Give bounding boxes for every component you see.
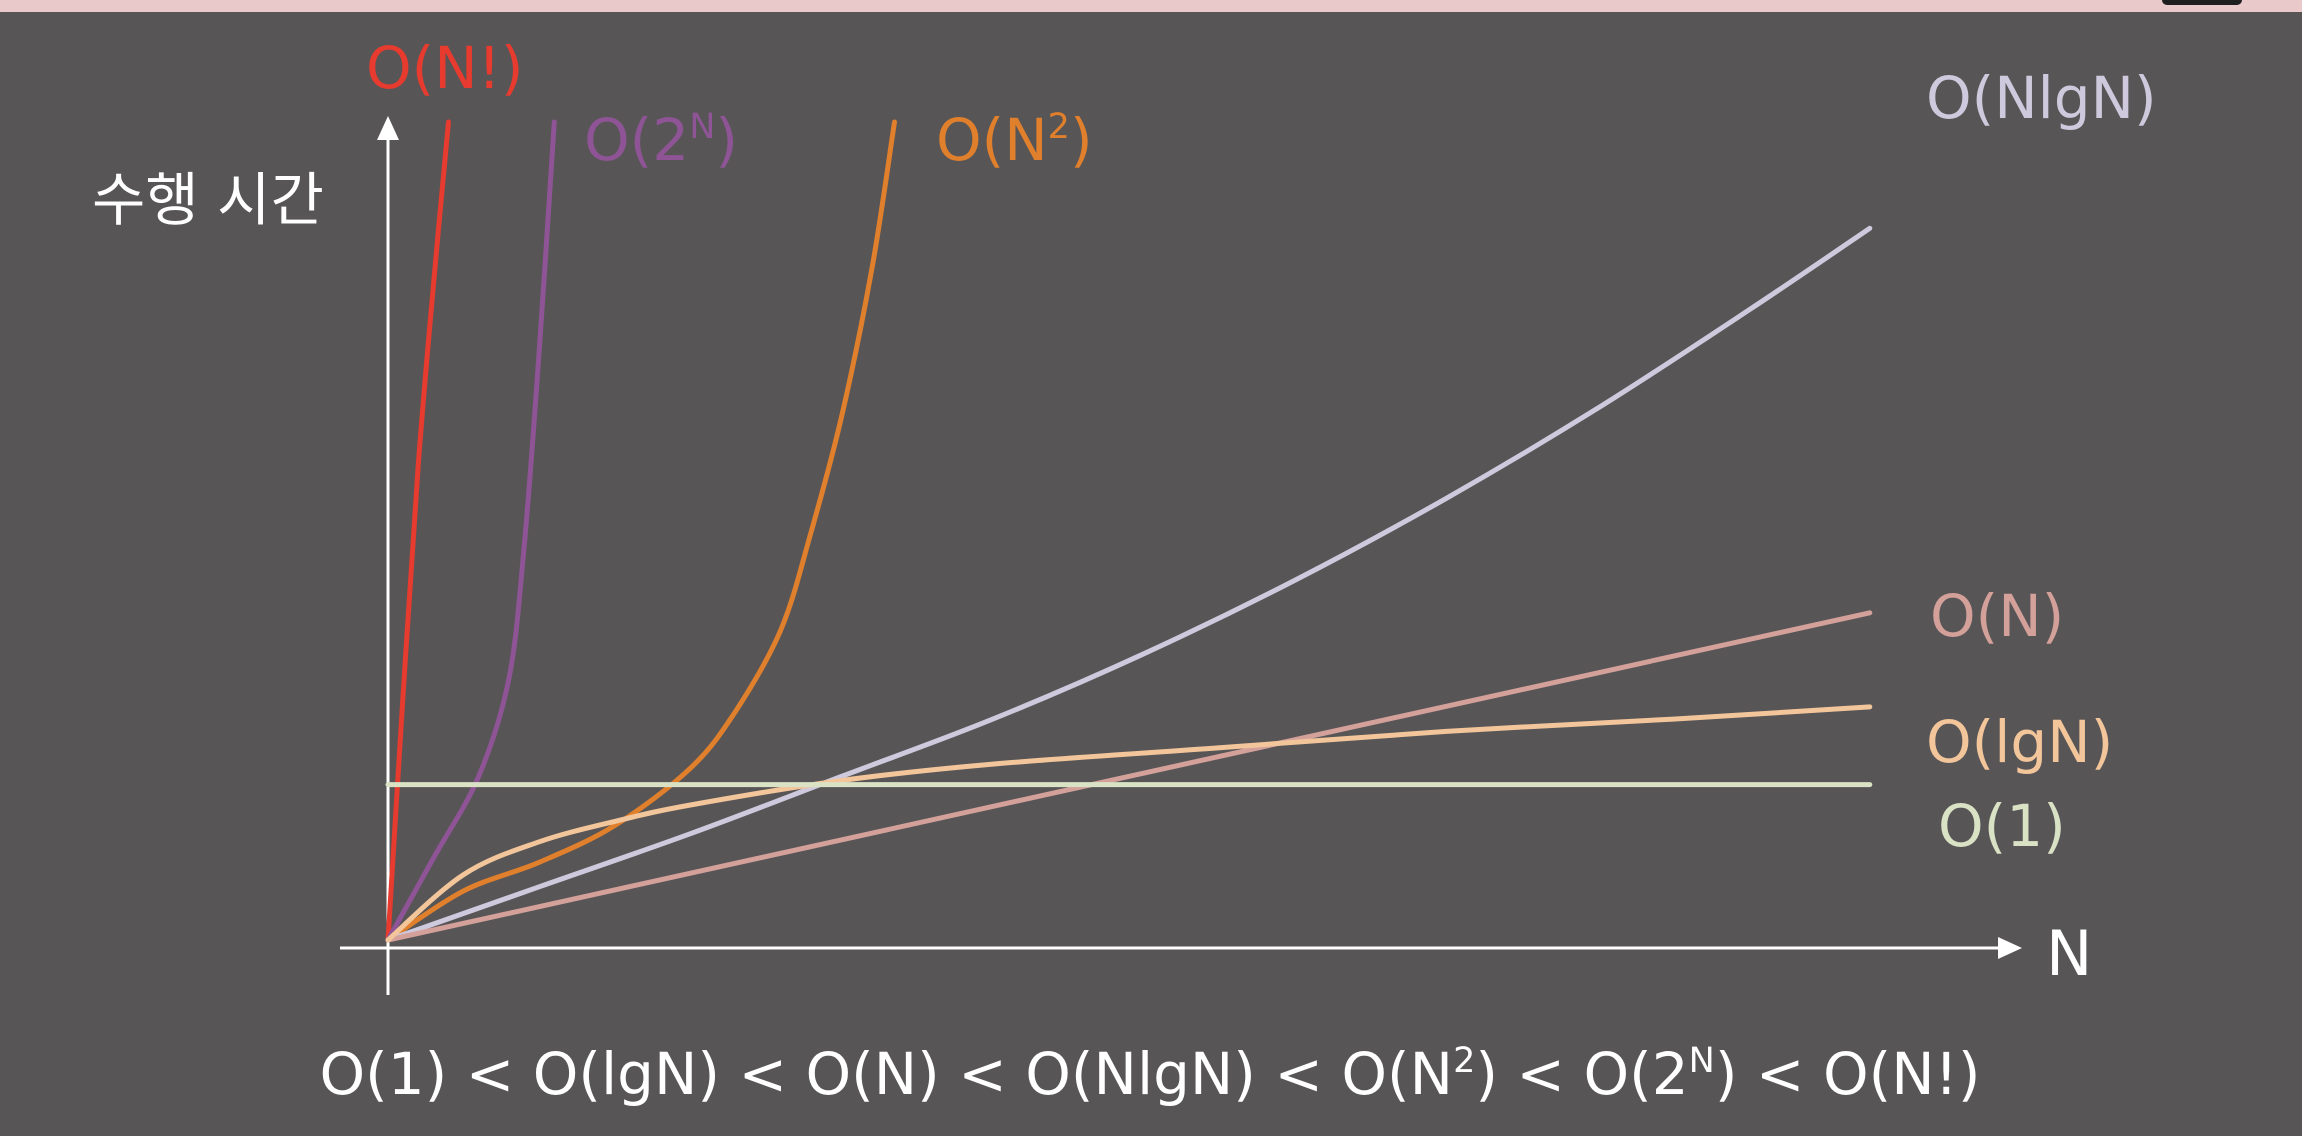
series-label-o-1: O(1) bbox=[1938, 792, 2066, 860]
series-label-o-2-n: O(2N) bbox=[584, 106, 738, 174]
y-axis-arrow-icon bbox=[377, 116, 399, 140]
series-line-o-n bbox=[385, 610, 1873, 943]
top-bar bbox=[0, 0, 2302, 12]
x-axis-arrow-icon bbox=[1998, 937, 2022, 959]
series-label-o-n: O(N) bbox=[1930, 582, 2064, 650]
series-label-o-lgn: O(lgN) bbox=[1926, 708, 2113, 776]
series-label-o-nlgn: O(NlgN) bbox=[1926, 64, 2157, 132]
axes: 수행 시간 N bbox=[92, 116, 2092, 995]
series-line-o-n bbox=[385, 119, 451, 943]
series-line-o-2-n bbox=[385, 119, 557, 943]
complexity-order-formula: O(1) < O(lgN) < O(N) < O(NlgN) < O(N2) <… bbox=[319, 1040, 1980, 1108]
series-line-o-lgn bbox=[385, 704, 1873, 943]
series-labels: O(N!) O(2N) O(N2) O(NlgN) O(N) O(lgN) O(1) bbox=[366, 34, 2157, 860]
x-axis-label: N bbox=[2046, 917, 2092, 990]
series-line-o-n-2 bbox=[385, 119, 897, 943]
series-label-o-n: O(N!) bbox=[366, 34, 524, 102]
top-bar-notch bbox=[2162, 0, 2242, 5]
y-axis-label: 수행 시간 bbox=[92, 166, 324, 234]
series-label-o-n-2: O(N2) bbox=[936, 106, 1093, 174]
series-lines bbox=[385, 119, 1873, 943]
series-line-o-nlgn bbox=[385, 225, 1873, 943]
